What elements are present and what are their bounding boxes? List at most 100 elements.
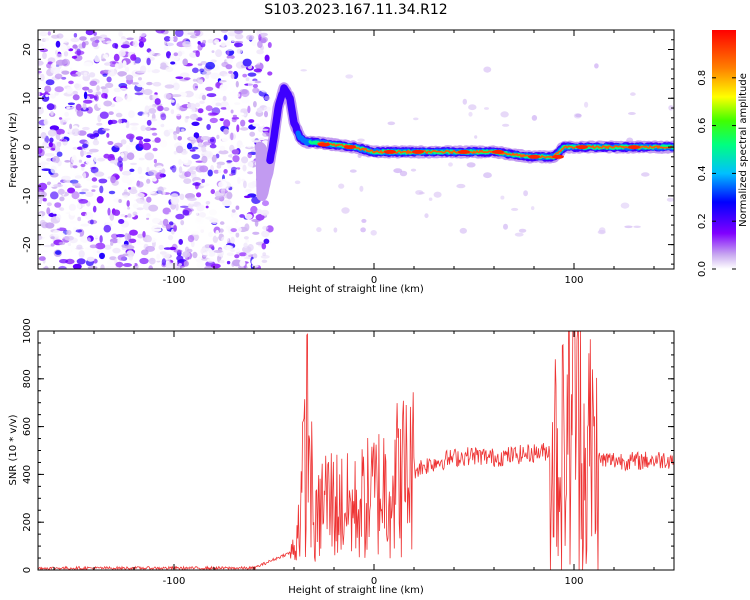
noise-blob <box>125 74 134 81</box>
noise-blob <box>261 128 269 131</box>
noise-blob <box>121 244 129 248</box>
noise-blob <box>82 102 87 110</box>
noise-blob <box>132 40 138 48</box>
noise-blob <box>68 203 76 211</box>
noise-blob <box>235 168 239 177</box>
noise-blob <box>38 199 42 205</box>
noise-blob <box>210 179 219 187</box>
noise-blob <box>242 51 248 57</box>
noise-blob <box>110 123 120 127</box>
noise-blob <box>97 100 104 109</box>
noise-blob <box>157 126 162 134</box>
noise-blob <box>502 123 510 127</box>
noise-blob <box>257 40 263 49</box>
noise-blob <box>102 128 110 131</box>
noise-blob <box>172 35 178 43</box>
noise-blob <box>240 108 249 114</box>
noise-blob <box>122 194 129 199</box>
noise-blob <box>263 106 272 112</box>
noise-blob <box>113 142 123 148</box>
noise-blob <box>64 160 71 163</box>
noise-blob <box>118 118 123 124</box>
noise-blob <box>208 250 216 257</box>
noise-blob <box>207 112 218 117</box>
noise-blob <box>182 209 190 216</box>
noise-blob <box>359 185 364 192</box>
noise-blob <box>187 32 197 35</box>
noise-blob <box>204 233 210 241</box>
noise-blob <box>213 249 223 253</box>
noise-blob <box>167 235 174 241</box>
noise-blob <box>418 191 425 195</box>
noise-blob <box>45 79 55 86</box>
noise-blob <box>168 211 173 216</box>
noise-blob <box>202 182 206 186</box>
noise-blob <box>234 102 241 105</box>
noise-blob <box>117 156 123 163</box>
noise-blob <box>80 223 90 227</box>
noise-blob <box>124 232 129 241</box>
noise-blob <box>262 131 270 137</box>
noise-blob <box>468 111 473 117</box>
noise-blob <box>189 125 194 130</box>
noise-blob <box>56 53 63 58</box>
noise-blob <box>207 169 213 177</box>
noise-blob <box>500 111 509 118</box>
noise-blob <box>83 91 88 100</box>
noise-blob <box>183 77 191 80</box>
spectrogram-frame <box>37 29 675 270</box>
noise-blob <box>138 139 143 148</box>
noise-blob <box>130 54 137 61</box>
noise-blob <box>50 165 57 174</box>
noise-blob <box>230 249 236 253</box>
noise-blob <box>106 132 110 138</box>
noise-blob <box>518 228 527 233</box>
noise-blob <box>433 191 442 198</box>
x-tick-label: 100 <box>564 576 583 587</box>
noise-blob <box>125 144 131 152</box>
noise-blob <box>226 54 235 60</box>
noise-blob <box>235 232 240 238</box>
noise-blob <box>171 165 177 173</box>
noise-blob <box>48 142 53 148</box>
noise-blob <box>107 69 117 77</box>
noise-blob <box>256 49 264 55</box>
x-tick-label: 100 <box>564 275 583 286</box>
noise-blob <box>105 82 114 88</box>
colorbar-tick-label: 0.8 <box>697 70 708 86</box>
noise-blob <box>183 30 190 36</box>
noise-blob <box>59 196 65 202</box>
noise-blob <box>244 223 250 232</box>
y-tick-label: 800 <box>22 369 33 388</box>
noise-blob <box>200 61 207 65</box>
noise-blob <box>226 50 230 56</box>
noise-blob <box>178 263 182 266</box>
noise-blob <box>156 53 166 60</box>
noise-blob <box>50 147 56 151</box>
noise-blob <box>50 243 55 247</box>
noise-blob <box>126 200 130 207</box>
noise-blob <box>124 215 128 218</box>
noise-blob <box>575 113 582 118</box>
noise-blob <box>118 31 123 37</box>
noise-blob <box>200 136 211 141</box>
noise-blob <box>76 232 80 237</box>
noise-blob <box>237 176 241 185</box>
noise-blob <box>189 113 199 120</box>
noise-blob <box>122 60 127 68</box>
ridge-peak <box>576 145 588 150</box>
noise-blob <box>209 138 215 142</box>
noise-blob <box>254 80 261 84</box>
noise-blob <box>230 109 234 114</box>
noise-blob <box>260 209 270 216</box>
noise-blob <box>64 235 74 241</box>
noise-blob <box>43 118 49 126</box>
noise-blob <box>66 247 71 254</box>
noise-blob <box>264 54 270 62</box>
ridge-peak <box>492 149 504 154</box>
noise-blob <box>52 226 60 230</box>
noise-blob <box>181 128 185 132</box>
noise-blob <box>104 265 115 269</box>
noise-blob <box>193 132 200 139</box>
